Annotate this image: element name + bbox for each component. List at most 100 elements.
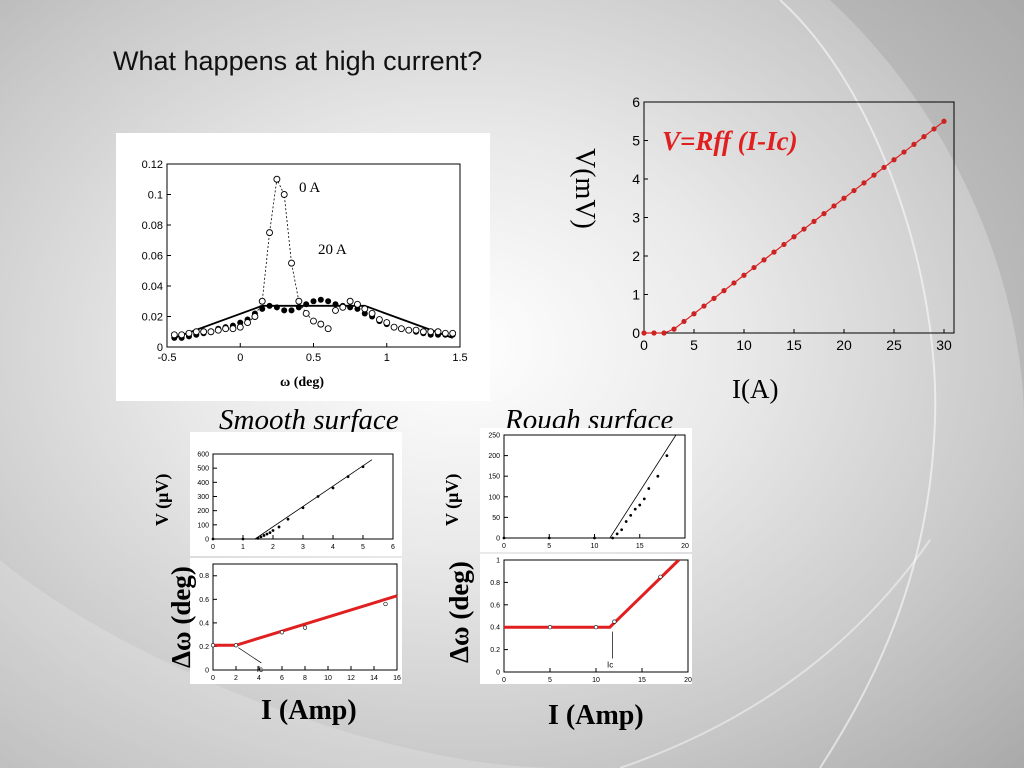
vi-point xyxy=(821,211,827,217)
point-20A xyxy=(273,304,280,311)
y-tick-label: 0.4 xyxy=(199,620,209,627)
point-0A xyxy=(295,297,303,305)
x-tick-label: 12 xyxy=(347,675,355,682)
x-tick-label: 1.5 xyxy=(452,352,467,364)
ic-label: Ic xyxy=(607,661,613,670)
point-0A xyxy=(339,303,347,311)
point-0A xyxy=(412,326,420,334)
vi-chart-panel: 0 5 10 15 20 25 30 0 1 2 3 4 5 6 xyxy=(632,94,956,353)
data-point xyxy=(316,495,320,498)
y-tick-label: 0.12 xyxy=(142,159,163,171)
point-0A xyxy=(244,319,252,327)
rough-v-label: V (μV) xyxy=(442,473,462,526)
data-point xyxy=(301,506,305,510)
plot-frame xyxy=(212,453,394,540)
y-tick-label: 0.1 xyxy=(148,189,163,201)
vi-point xyxy=(661,330,667,336)
vi-point xyxy=(941,118,947,124)
point-0A xyxy=(200,328,208,336)
point-0A xyxy=(383,319,391,327)
x-tick-label: 10 xyxy=(592,677,600,684)
y-tick-label: 0 xyxy=(632,325,640,341)
smooth-v-label: V (μV) xyxy=(152,473,172,526)
point-0A xyxy=(419,328,427,336)
omega-chart: -0.5 0 0.5 1 1.500.020.040.060.080.10.12 xyxy=(142,159,468,364)
y-tick-label: 0 xyxy=(157,342,163,354)
data-point xyxy=(624,520,628,523)
y-tick-label: 5 xyxy=(632,132,640,148)
y-tick-label: 0.08 xyxy=(142,220,163,232)
point-20A xyxy=(303,301,310,308)
point-0A xyxy=(375,316,383,324)
point-20A xyxy=(310,298,317,305)
fit-line xyxy=(609,434,677,539)
y-tick-label: 250 xyxy=(488,432,500,439)
y-tick-label: 3 xyxy=(632,209,640,225)
point-0A xyxy=(310,317,317,325)
y-tick-label: 500 xyxy=(197,466,209,473)
point-0A xyxy=(229,325,237,333)
data-point xyxy=(210,643,216,648)
x-tick-label: 15 xyxy=(786,337,802,353)
data-point xyxy=(615,532,619,536)
x-tick-label: 5 xyxy=(690,337,698,353)
vi-point xyxy=(901,149,907,155)
y-tick-label: 0 xyxy=(496,535,500,542)
point-0A xyxy=(361,305,369,313)
plot-frame xyxy=(212,563,398,671)
y-tick-label: 0.04 xyxy=(142,281,163,293)
x-tick-label: -0.5 xyxy=(158,352,177,364)
vi-x-label: I(A) xyxy=(732,374,779,404)
data-point xyxy=(259,535,263,539)
y-tick-label: 0.6 xyxy=(199,597,209,604)
vi-point xyxy=(751,264,757,271)
y-tick-label: 0 xyxy=(205,667,209,674)
y-tick-label: 100 xyxy=(488,494,500,501)
x-tick-label: 0 xyxy=(211,675,215,682)
y-tick-label: 1 xyxy=(496,557,500,564)
data-point xyxy=(286,517,290,521)
point-20A xyxy=(332,301,339,308)
y-tick-label: 150 xyxy=(488,474,500,481)
point-0A xyxy=(427,328,435,336)
point-0A xyxy=(178,331,186,339)
y-tick-label: 600 xyxy=(197,451,209,458)
x-tick-label: 4 xyxy=(331,544,335,551)
y-tick-label: 0.06 xyxy=(142,250,163,262)
vi-point xyxy=(651,330,657,336)
data-point xyxy=(346,475,350,479)
point-0A xyxy=(222,325,230,333)
vi-point xyxy=(831,203,837,209)
smooth-v-chart: 0 1 2 3 4 5 6 0 100 200 300 400 500 600 xyxy=(197,451,395,551)
y-tick-label: 50 xyxy=(492,515,500,522)
x-tick-label: 1 xyxy=(384,352,390,364)
y-tick-label: 6 xyxy=(632,94,640,110)
x-tick-label: 1 xyxy=(241,544,245,551)
x-tick-label: 30 xyxy=(936,337,952,353)
point-0A xyxy=(302,309,310,317)
point-20A xyxy=(259,305,266,312)
rough-dw-label: Δω (deg) xyxy=(444,561,474,663)
ic-arrow xyxy=(238,647,262,664)
point-0A xyxy=(185,329,193,337)
x-tick-label: 0 xyxy=(502,677,506,684)
data-point xyxy=(279,630,285,635)
series-label-0A: 0 A xyxy=(299,180,321,196)
y-tick-label: 0.8 xyxy=(199,573,209,580)
point-0A xyxy=(390,323,398,331)
smooth-surface-label: Smooth surface xyxy=(219,404,399,436)
vi-point xyxy=(911,141,917,147)
slide-title: What happens at high current? xyxy=(113,46,483,76)
data-point xyxy=(331,486,335,490)
y-tick-label: 0 xyxy=(205,536,209,543)
x-tick-label: 10 xyxy=(324,675,332,682)
y-tick-label: 0.2 xyxy=(199,644,209,651)
data-point xyxy=(593,536,596,540)
point-0A xyxy=(317,320,325,328)
vi-point xyxy=(741,272,747,278)
data-point xyxy=(268,531,272,535)
x-tick-label: 5 xyxy=(361,544,365,551)
vi-point xyxy=(871,172,877,178)
